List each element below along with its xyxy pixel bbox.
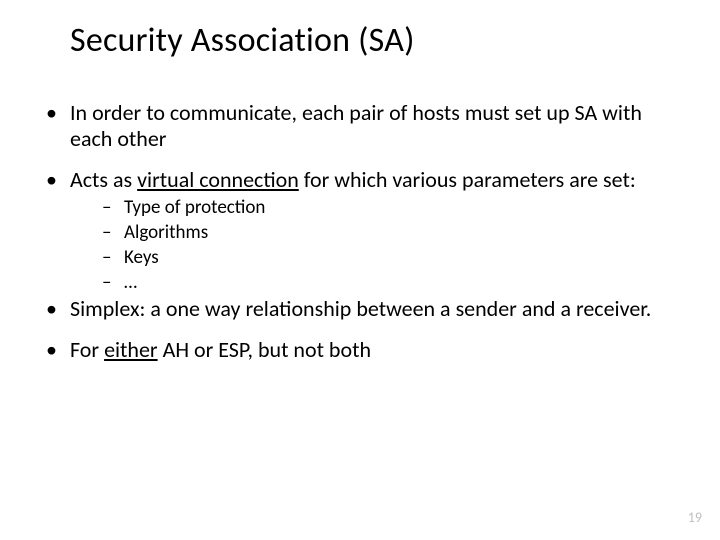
sub-bullet-text: Type of protection [124, 196, 265, 219]
sub-bullet-list: Type of protection Algorithms Keys … [70, 197, 680, 294]
page-number: 19 [688, 509, 702, 526]
bullet-text-pre: Acts as [70, 166, 137, 193]
bullet-text: Simplex: a one way relationship between … [70, 295, 651, 322]
slide: Security Association (SA) In order to co… [0, 0, 720, 540]
bullet-text-post: AH or ESP, but not both [158, 336, 371, 363]
bullet-text-underline: either [104, 336, 158, 363]
bullet-item-4: For either AH or ESP, but not both [40, 337, 680, 363]
sub-bullet-item: Keys [102, 247, 680, 270]
bullet-item-2: Acts as virtual connection for which var… [40, 167, 680, 295]
bullet-item-3: Simplex: a one way relationship between … [40, 296, 680, 322]
bullet-text-pre: For [70, 336, 104, 363]
bullet-text-underline: virtual connection [137, 166, 299, 193]
slide-body: In order to communicate, each pair of ho… [40, 100, 680, 377]
bullet-text: In order to communicate, each pair of ho… [70, 99, 642, 152]
sub-bullet-item: Algorithms [102, 222, 680, 245]
bullet-item-1: In order to communicate, each pair of ho… [40, 100, 680, 153]
slide-title: Security Association (SA) [70, 20, 415, 61]
sub-bullet-item: Type of protection [102, 197, 680, 220]
sub-bullet-text: Algorithms [124, 221, 208, 244]
bullet-list: In order to communicate, each pair of ho… [40, 100, 680, 363]
sub-bullet-text: … [124, 271, 137, 294]
sub-bullet-item: … [102, 272, 680, 295]
sub-bullet-text: Keys [124, 246, 159, 269]
bullet-text-post: for which various parameters are set: [299, 166, 636, 193]
